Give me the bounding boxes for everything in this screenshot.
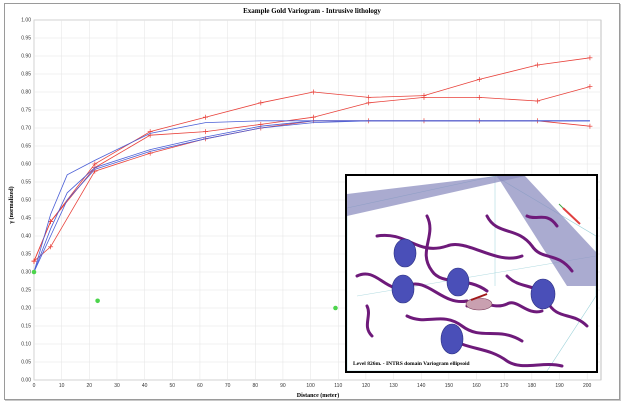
y-tick-label: 0.30 <box>21 270 31 276</box>
y-tick-label: 1.00 <box>21 18 31 24</box>
y-tick-label: 0.25 <box>21 288 31 294</box>
y-tick-label: 0.15 <box>21 324 31 330</box>
ellipsoid-3d-view <box>347 176 596 371</box>
series-marker <box>476 94 482 100</box>
variogram-ellipsoid-inset: Level 826m. - INTRS domain Variogram ell… <box>345 174 598 373</box>
y-tick-label: 0.95 <box>21 36 31 42</box>
x-axis-label: Distance (meter) <box>297 392 339 399</box>
x-tick-label: 130 <box>389 383 398 389</box>
x-tick-label: 20 <box>87 383 93 389</box>
center-ellipsoid <box>465 297 493 311</box>
ellipsoid <box>393 238 417 268</box>
contour <box>365 304 374 338</box>
series-marker <box>476 76 482 82</box>
series-marker <box>48 244 54 250</box>
x-tick-label: 60 <box>197 383 203 389</box>
data-point <box>333 305 338 311</box>
ellipsoid <box>391 274 415 304</box>
ellipsoid <box>446 267 470 297</box>
series-marker <box>202 129 208 135</box>
contour <box>445 334 564 368</box>
chart-title: Example Gold Variogram - Intrusive litho… <box>243 7 381 15</box>
inset-caption: Level 826m. - INTRS domain Variogram ell… <box>353 361 470 367</box>
series-marker <box>310 89 316 95</box>
y-tick-label: 0.80 <box>21 90 31 96</box>
y-tick-label: 0.60 <box>21 162 31 168</box>
point-group <box>31 269 338 311</box>
series-marker <box>587 123 593 129</box>
x-tick-label: 110 <box>334 383 342 389</box>
x-tick-label: 160 <box>472 383 481 389</box>
series-marker <box>202 114 208 120</box>
x-tick-label: 10 <box>59 383 65 389</box>
x-tick-label: 90 <box>280 383 286 389</box>
y-tick-label: 0.00 <box>21 378 31 384</box>
series-marker <box>366 94 372 100</box>
x-tick-label: 80 <box>252 383 258 389</box>
y-tick-label: 0.85 <box>21 72 31 78</box>
section-plane <box>497 176 596 286</box>
y-tick-label: 0.35 <box>21 252 31 258</box>
y-tick-label: 0.90 <box>21 54 31 60</box>
series-marker <box>258 100 264 106</box>
x-tick-label: 120 <box>362 383 371 389</box>
series-marker <box>421 94 427 100</box>
ellipsoid-axis <box>470 293 488 301</box>
series-marker <box>587 55 593 61</box>
series-marker <box>534 62 540 68</box>
series-marker <box>587 84 593 90</box>
x-tick-label: 100 <box>306 383 315 389</box>
y-tick-label: 0.75 <box>21 108 31 114</box>
y-tick-label: 0.70 <box>21 126 31 132</box>
orientation-arrow-icon <box>562 207 581 225</box>
x-tick-label: 190 <box>555 383 564 389</box>
y-tick-label: 0.45 <box>21 216 31 222</box>
y-tick-label: 0.20 <box>21 306 31 312</box>
y-tick-label: 0.65 <box>21 144 31 150</box>
y-tick-label: 0.40 <box>21 234 31 240</box>
orientation-arrow-icon <box>558 203 564 209</box>
x-tick-label: 40 <box>142 383 148 389</box>
x-tick-label: 180 <box>528 383 537 389</box>
series-group <box>31 55 593 273</box>
x-tick-label: 150 <box>445 383 454 389</box>
series-marker <box>31 258 37 264</box>
variogram-ellipsoids <box>391 238 556 355</box>
section-plane <box>347 176 525 216</box>
y-tick-label: 0.05 <box>21 360 31 366</box>
x-tick-label: 70 <box>225 383 231 389</box>
contour <box>375 233 524 260</box>
y-axis-label: γ (normalized) <box>8 186 15 224</box>
series-marker <box>366 100 372 106</box>
x-tick-label: 200 <box>583 383 592 389</box>
contour <box>405 314 524 343</box>
x-tick-label: 0 <box>33 383 36 389</box>
data-point <box>31 269 37 275</box>
y-tick-label: 0.10 <box>21 342 31 348</box>
x-tick-label: 140 <box>417 383 426 389</box>
data-point <box>95 298 100 304</box>
x-tick-label: 30 <box>114 383 120 389</box>
contour <box>485 214 574 273</box>
x-tick-label: 170 <box>500 383 509 389</box>
series-line <box>33 120 590 273</box>
series-line <box>33 57 590 262</box>
series-marker <box>534 98 540 104</box>
y-tick-label: 0.55 <box>21 180 31 186</box>
axes: 0.00 0.05 0.10 0.15 0.20 0.25 0.30 0.35 0.40 0.45… <box>21 18 591 389</box>
x-tick-label: 50 <box>170 383 176 389</box>
ellipsoid <box>440 323 464 355</box>
contour <box>525 214 559 228</box>
y-tick-label: 0.50 <box>21 198 31 204</box>
ellipsoid <box>530 278 556 310</box>
